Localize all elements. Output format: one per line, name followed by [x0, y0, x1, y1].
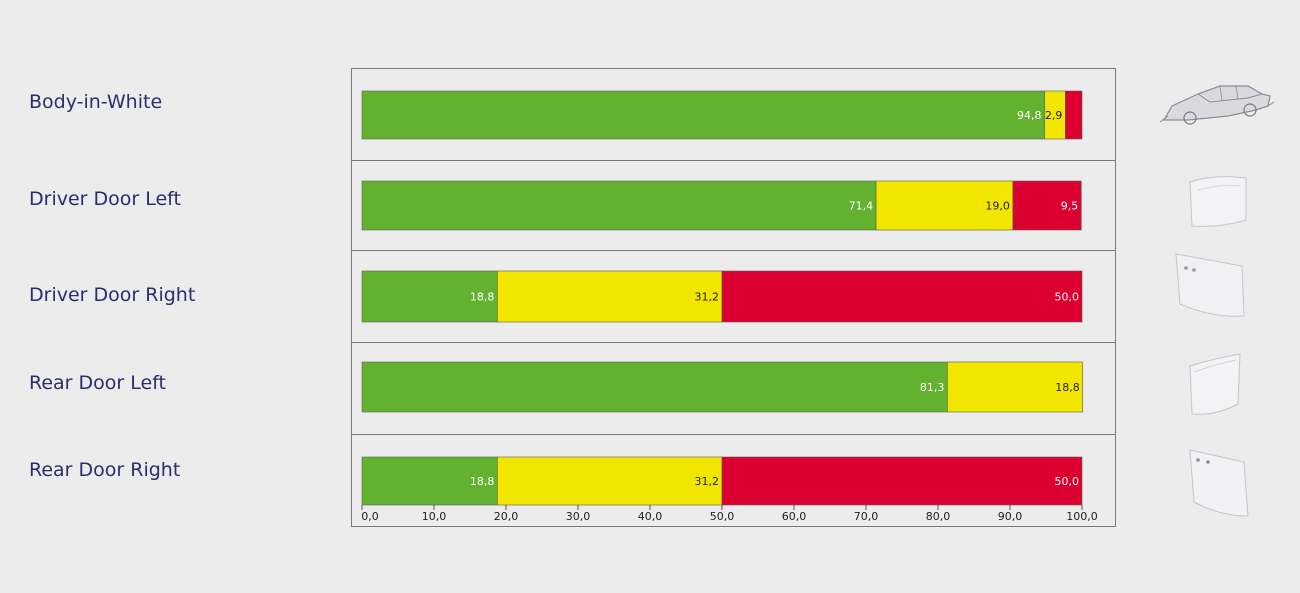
data-label: 50,0: [1055, 475, 1080, 488]
bar-segment: [361, 456, 498, 506]
x-tick-label: 0,0: [361, 510, 379, 523]
data-label: 31,2: [695, 475, 720, 488]
category-label-driver-door-left: Driver Door Left: [29, 188, 181, 210]
data-label: 50,0: [1055, 291, 1080, 304]
door-panel-icon: [1189, 176, 1247, 227]
category-label-rear-door-right: Rear Door Right: [29, 459, 181, 481]
data-label: 18,8: [1055, 381, 1080, 394]
category-label-driver-door-right: Driver Door Right: [29, 284, 196, 306]
data-label: 19,0: [985, 200, 1010, 213]
bar-segment: [1065, 90, 1083, 140]
bar-segment: [361, 270, 498, 323]
bar-segment: [497, 456, 723, 506]
door-panel-icon: [1189, 449, 1249, 517]
data-label: 2,9: [1045, 109, 1063, 122]
data-label: 9,5: [1061, 200, 1079, 213]
category-label-body-in-white: Body-in-White: [29, 91, 163, 113]
x-tick-label: 50,0: [710, 510, 735, 523]
x-tick-label: 80,0: [926, 510, 951, 523]
bar-segment: [361, 90, 1045, 140]
bar-segment: [721, 456, 1083, 506]
bar-segment: [1012, 180, 1082, 231]
x-tick-label: 30,0: [566, 510, 591, 523]
data-label: 81,3: [920, 381, 945, 394]
x-tick-label: 40,0: [638, 510, 663, 523]
x-tick-label: 60,0: [782, 510, 807, 523]
x-tick-label: 100,0: [1066, 510, 1098, 523]
data-label: 18,8: [470, 291, 495, 304]
bar-segment: [361, 180, 877, 231]
data-label: 31,2: [695, 291, 720, 304]
bar-segment: [497, 270, 723, 323]
car-body-icon: [1159, 85, 1275, 125]
bar-segment: [875, 180, 1014, 231]
data-label: 18,8: [470, 475, 495, 488]
data-label: 94,8: [1017, 109, 1042, 122]
door-panel-icon: [1175, 253, 1245, 317]
door-panel-icon: [1189, 353, 1241, 415]
bar-segment: [361, 361, 948, 413]
data-label: 71,4: [849, 200, 874, 213]
bar-segment: [947, 361, 1084, 413]
x-tick-label: 20,0: [494, 510, 519, 523]
bar-segment: [721, 270, 1083, 323]
x-tick-label: 10,0: [422, 510, 447, 523]
x-tick-label: 90,0: [998, 510, 1023, 523]
x-tick-label: 70,0: [854, 510, 879, 523]
category-label-rear-door-left: Rear Door Left: [29, 372, 167, 394]
